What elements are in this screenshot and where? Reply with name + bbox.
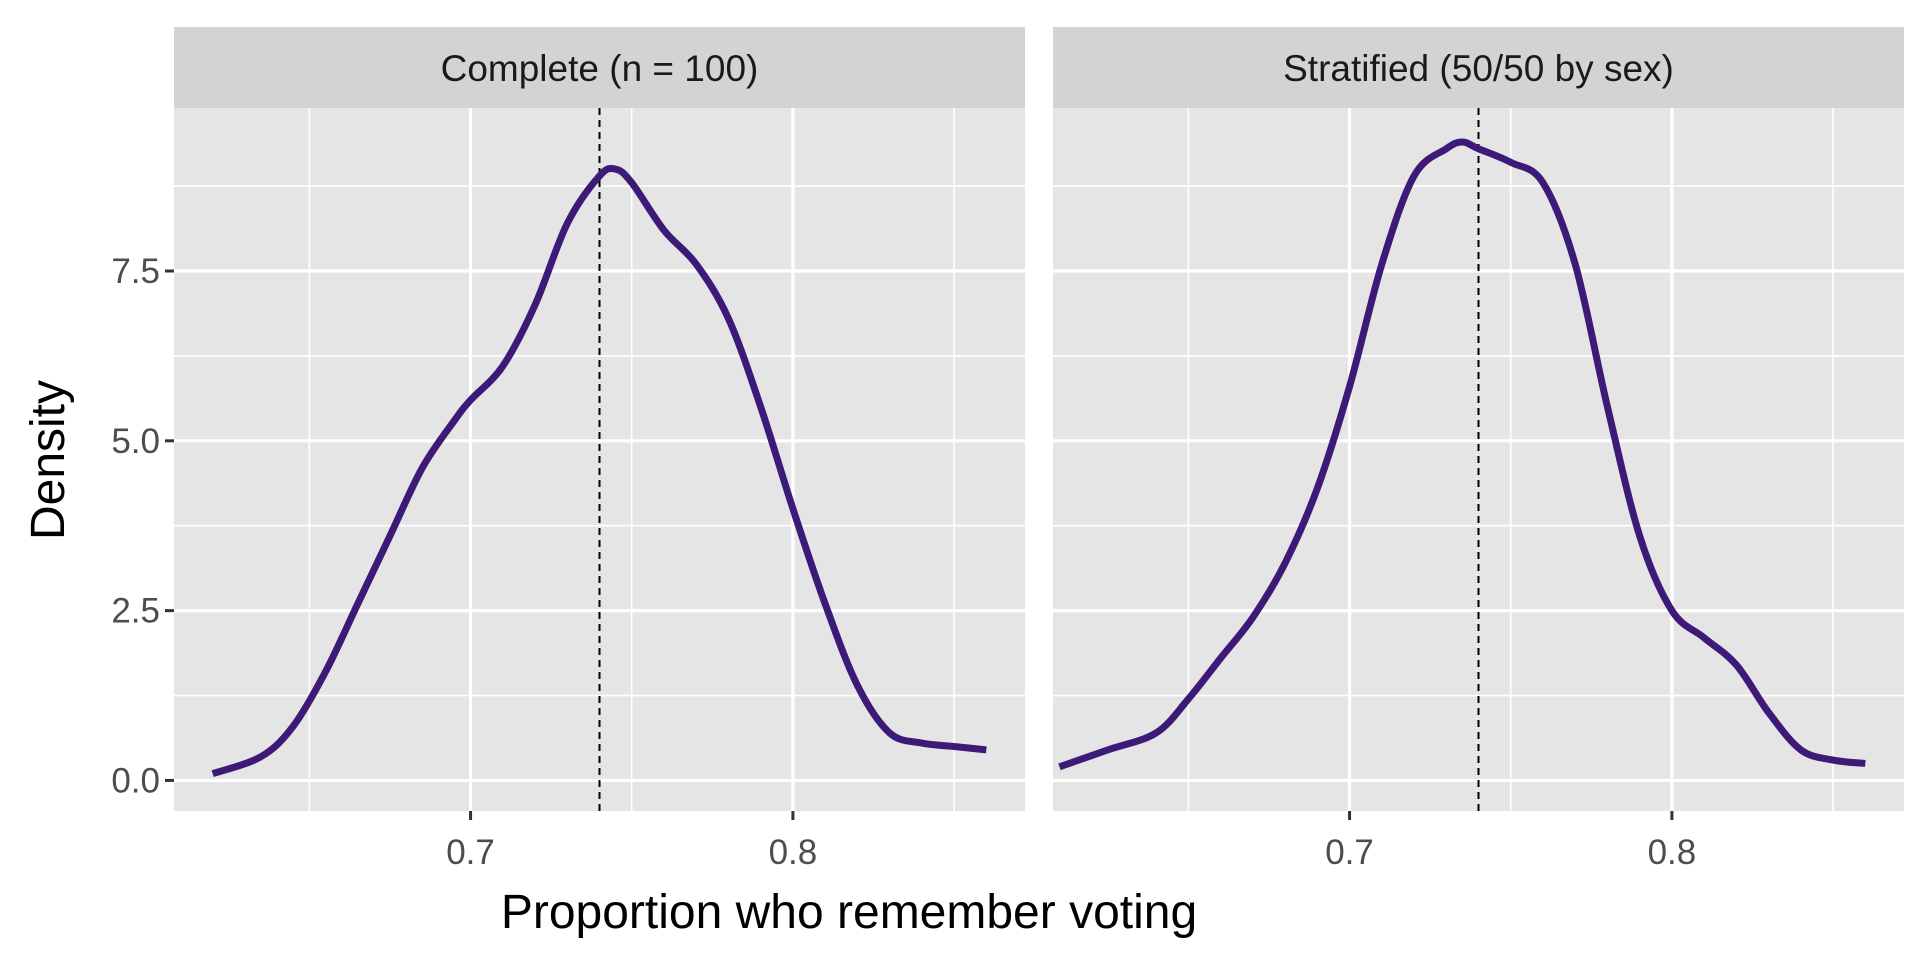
panels-layer: Complete (n = 100) Stratified (50/50 by s…: [174, 27, 1904, 811]
y-tick-label: 2.5: [111, 592, 160, 631]
facet-strip: [174, 27, 1025, 108]
density-line: [1058, 138, 1866, 771]
y-axis: 0.0 2.5 5.0 7.5: [111, 252, 174, 800]
y-tick-label: 7.5: [111, 252, 160, 291]
x-tick-label: 0.7: [446, 833, 495, 872]
x-tick-label: 0.7: [1325, 833, 1374, 872]
y-tick-label: 5.0: [111, 422, 160, 461]
x-axis-title: Proportion who remember voting: [501, 886, 1197, 939]
facet-strip: [1053, 27, 1904, 108]
y-tick-label: 0.0: [111, 761, 160, 800]
panel-1: Complete (n = 100): [174, 27, 1025, 811]
x-tick-label: 0.8: [769, 833, 818, 872]
facet-strip-label: Complete (n = 100): [441, 48, 759, 89]
y-axis-title: Density: [22, 380, 75, 540]
x-tick-label: 0.8: [1648, 833, 1697, 872]
density-line: [211, 164, 987, 777]
x-axis: 0.7 0.8 0.7 0.8: [446, 811, 1696, 872]
panel-2: Stratified (50/50 by sex): [1053, 27, 1904, 811]
facet-strip-label: Stratified (50/50 by sex): [1283, 48, 1674, 89]
